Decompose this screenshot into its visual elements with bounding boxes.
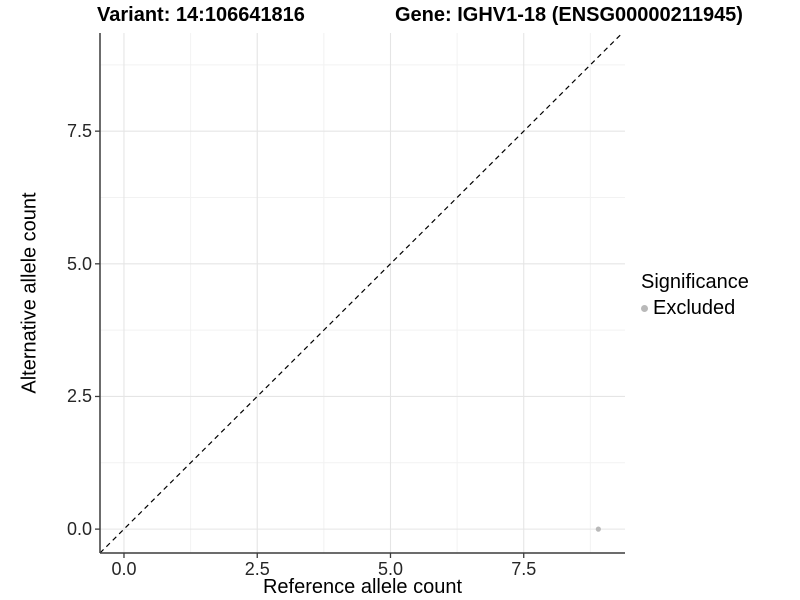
plot-title-gene: Gene: IGHV1-18 (ENSG00000211945) — [395, 4, 743, 26]
y-tick-label: 7.5 — [66, 121, 92, 142]
y-axis-title: Alternative allele count — [18, 192, 41, 394]
x-axis-title: Reference allele count — [262, 576, 462, 598]
x-tick-label: 7.5 — [511, 559, 537, 579]
plot-title-variant: Variant: 14:106641816 — [97, 4, 305, 26]
y-tick-label: 5.0 — [66, 253, 92, 274]
plot-panel — [95, 32, 625, 558]
legend: Significance Excluded — [641, 271, 749, 320]
legend-title: Significance — [641, 271, 749, 293]
axis-lines — [99, 33, 625, 554]
data-points — [595, 526, 601, 532]
legend-item-excluded: Excluded — [641, 297, 749, 320]
legend-point-icon — [641, 305, 648, 312]
y-tick-label: 2.5 — [66, 386, 92, 407]
y-tick-label: 0.0 — [66, 519, 92, 540]
x-tick-label: 0.0 — [111, 559, 137, 579]
legend-item-label: Excluded — [653, 297, 736, 319]
x-tick-label: 5.0 — [377, 559, 403, 579]
x-tick-label: 2.5 — [244, 559, 270, 579]
identity-dashed-line — [99, 32, 623, 554]
gridlines-minor — [100, 33, 625, 553]
identity-line-group — [99, 32, 623, 554]
data-point — [595, 526, 601, 532]
tick-marks — [95, 130, 525, 558]
gridlines-major — [100, 33, 625, 553]
